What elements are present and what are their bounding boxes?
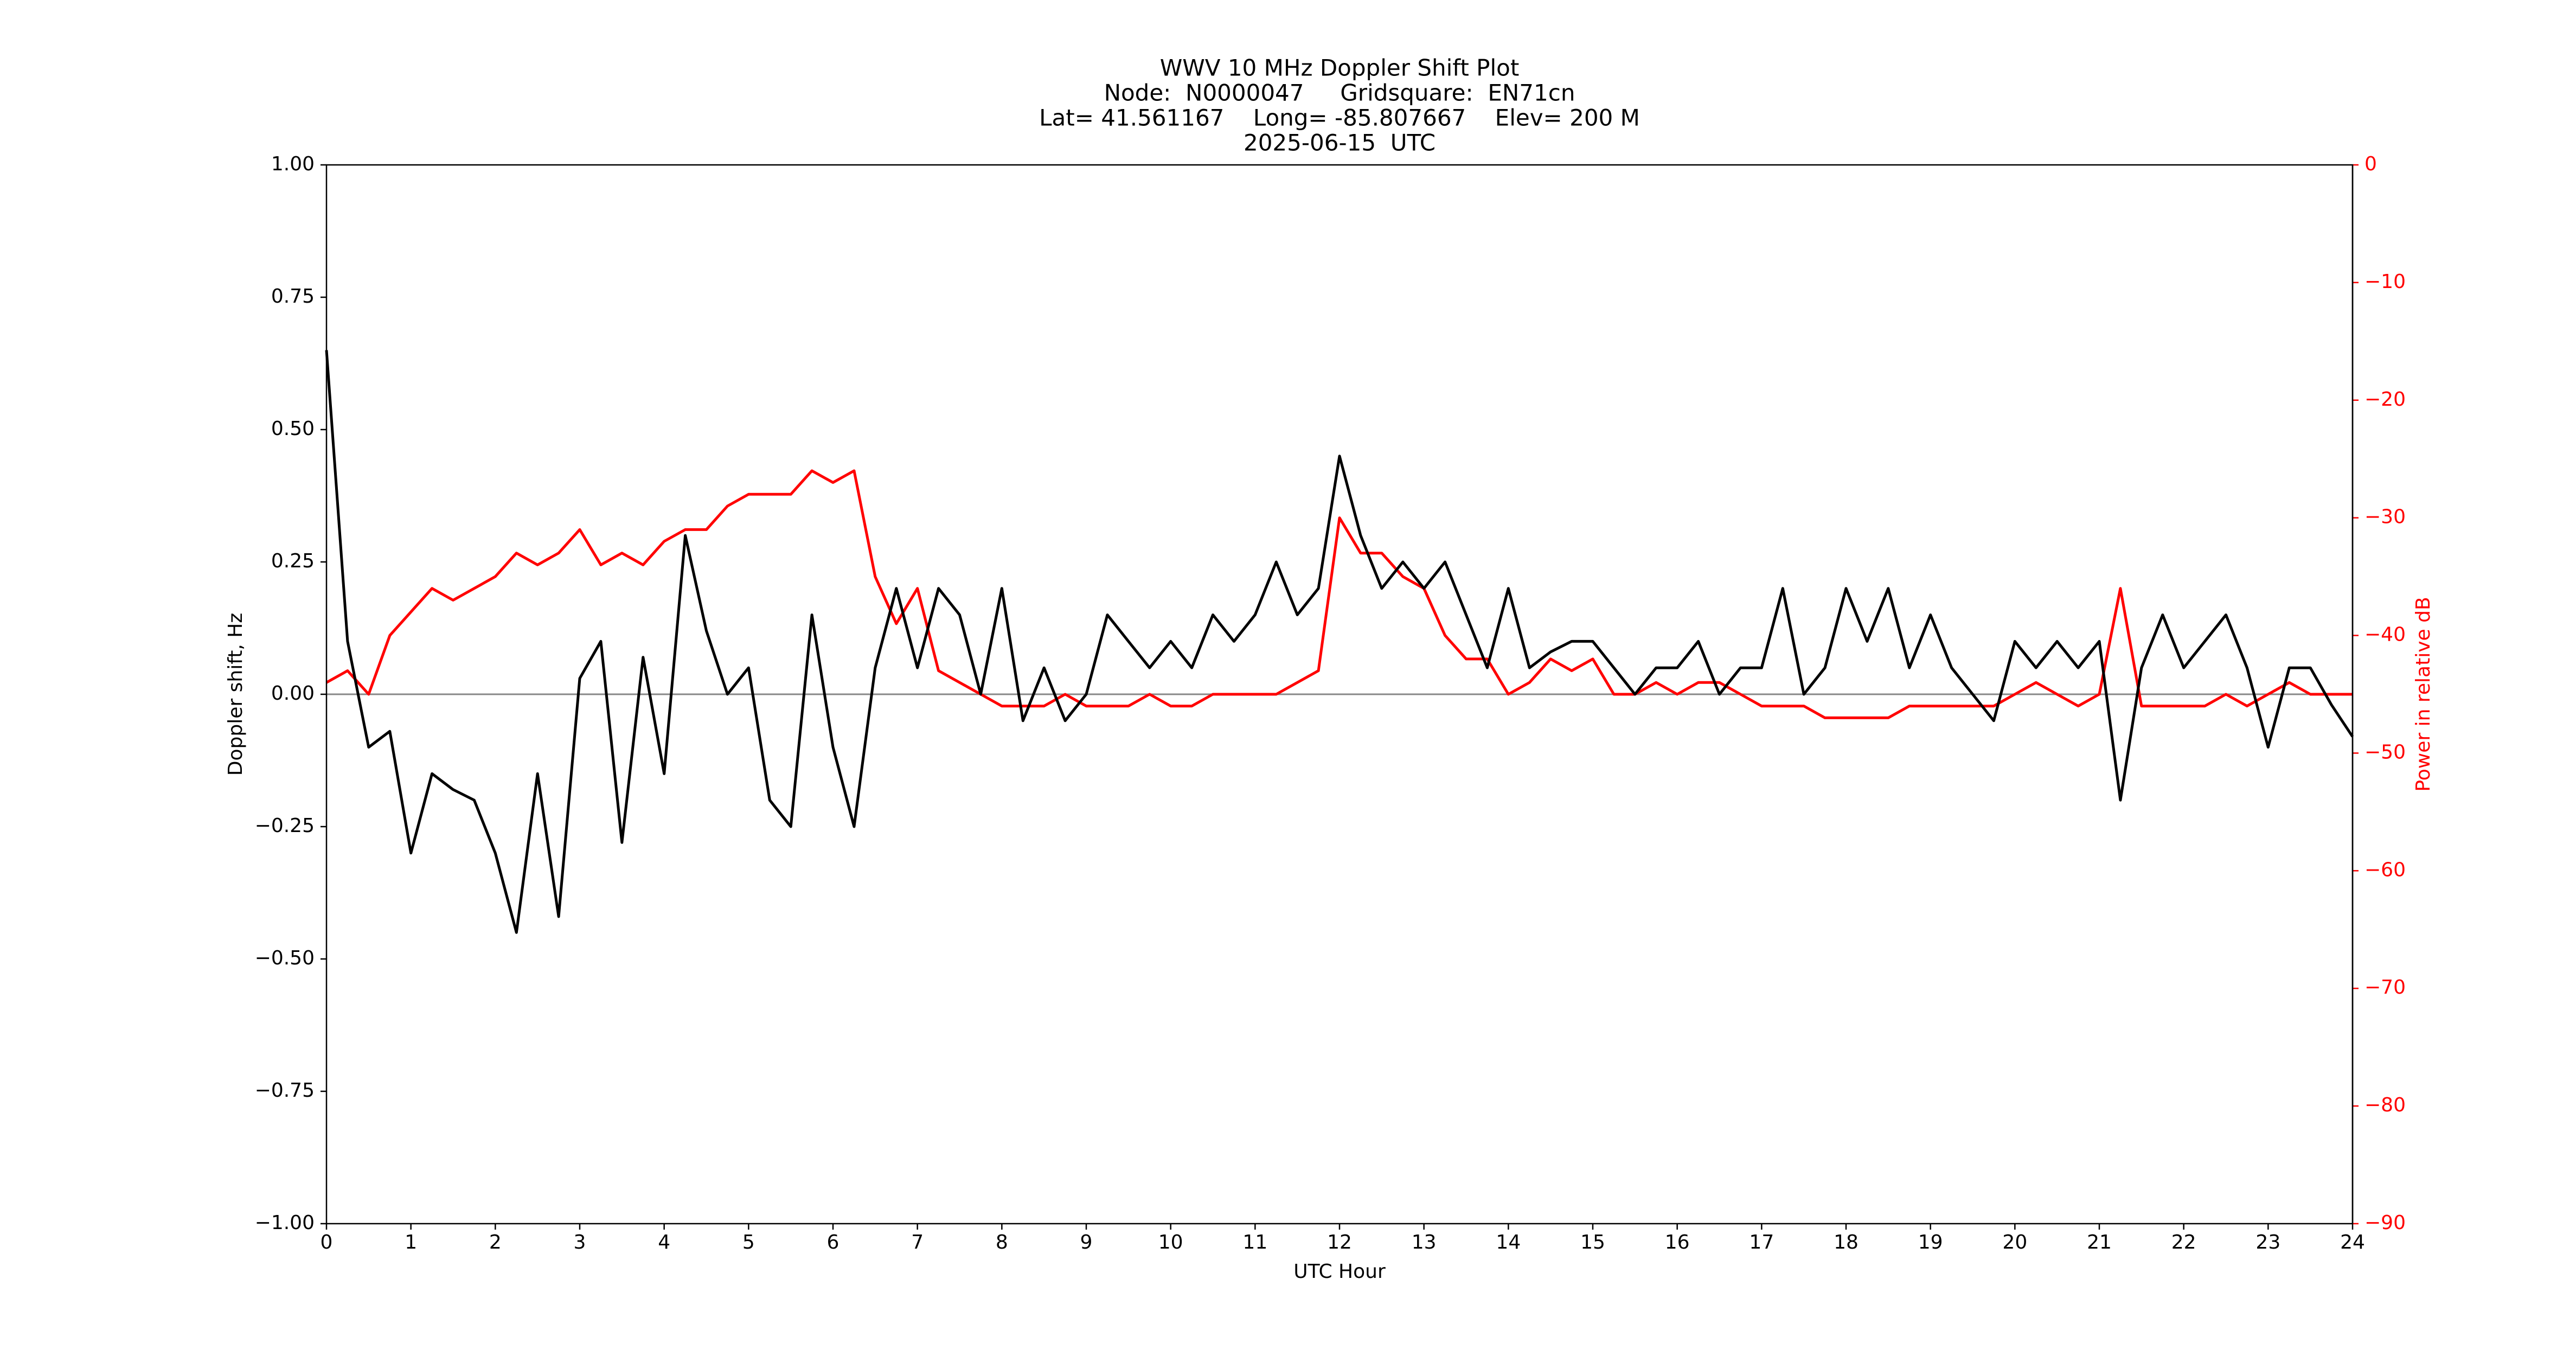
x-tick-label: 17: [1749, 1231, 1774, 1253]
x-tick-label: 10: [1158, 1231, 1183, 1253]
x-tick-label: 11: [1242, 1231, 1267, 1253]
y-tick-label: 0.25: [271, 550, 315, 572]
chart-subtitle: Lat= 41.561167 Long= -85.807667 Elev= 20…: [1039, 105, 1640, 131]
y-tick-label: 0.50: [271, 418, 315, 440]
y-tick-label: −0.50: [255, 947, 315, 969]
x-tick-label: 24: [2340, 1231, 2365, 1253]
y-axis-label: Doppler shift, Hz: [225, 613, 247, 776]
y2-tick-label: −80: [2364, 1094, 2406, 1116]
x-tick-label: 8: [996, 1231, 1008, 1253]
y2-tick-label: −50: [2364, 741, 2406, 763]
chart-title: WWV 10 MHz Doppler Shift Plot: [1160, 55, 1520, 81]
x-tick-label: 13: [1412, 1231, 1437, 1253]
y-tick-label: −0.75: [255, 1079, 315, 1102]
y2-tick-label: −60: [2364, 859, 2406, 881]
x-tick-label: 16: [1665, 1231, 1690, 1253]
y2-tick-label: −30: [2364, 506, 2406, 528]
x-tick-label: 1: [405, 1231, 417, 1253]
x-tick-label: 9: [1080, 1231, 1093, 1253]
x-tick-label: 3: [574, 1231, 586, 1253]
y2-tick-label: −90: [2364, 1212, 2406, 1234]
x-tick-label: 19: [1918, 1231, 1943, 1253]
x-tick-label: 7: [911, 1231, 924, 1253]
x-tick-label: 12: [1327, 1231, 1352, 1253]
y-tick-label: 0.00: [271, 682, 315, 705]
y-tick-label: −0.25: [255, 815, 315, 837]
series-line: [325, 469, 2353, 719]
x-tick-label: 21: [2087, 1231, 2112, 1253]
x-tick-label: 2: [489, 1231, 502, 1253]
y-tick-label: 0.75: [271, 285, 315, 308]
x-tick-label: 22: [2171, 1231, 2196, 1253]
y2-axis-label: Power in relative dB: [2412, 597, 2434, 791]
x-tick-label: 20: [2002, 1231, 2027, 1253]
y-tick-label: 1.00: [271, 153, 315, 175]
y2-tick-label: −10: [2364, 271, 2406, 293]
y2-tick-label: −20: [2364, 388, 2406, 411]
x-tick-label: 14: [1496, 1231, 1521, 1253]
x-tick-label: 15: [1580, 1231, 1605, 1253]
y2-tick-label: 0: [2364, 153, 2377, 175]
x-tick-label: 23: [2255, 1231, 2280, 1253]
y-tick-label: −1.00: [255, 1212, 315, 1234]
x-axis-label: UTC Hour: [1293, 1261, 1386, 1283]
y2-tick-label: −70: [2364, 976, 2406, 999]
x-tick-label: 6: [827, 1231, 840, 1253]
x-tick-label: 4: [658, 1231, 670, 1253]
series-line: [325, 350, 2354, 934]
x-tick-label: 0: [321, 1231, 333, 1253]
x-tick-label: 18: [1834, 1231, 1859, 1253]
chart-subtitle: Node: N0000047 Gridsquare: EN71cn: [1104, 80, 1575, 106]
chart-subtitle: 2025-06-15 UTC: [1244, 130, 1436, 156]
y2-tick-label: −40: [2364, 624, 2406, 646]
x-tick-label: 5: [742, 1231, 755, 1253]
